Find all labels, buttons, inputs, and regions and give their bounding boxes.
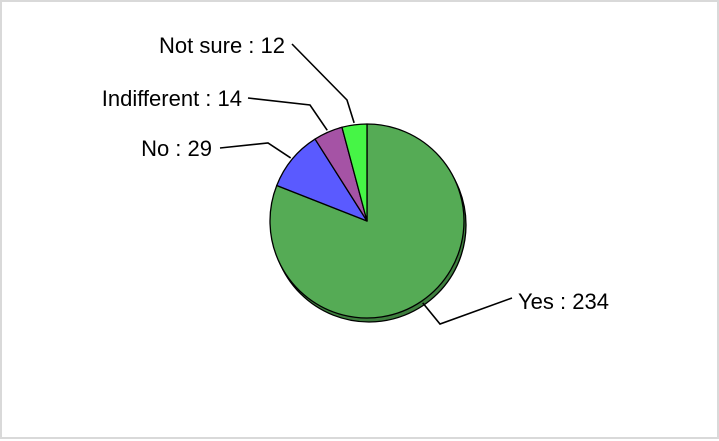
slice-label-yes: Yes : 234: [518, 289, 609, 314]
leader-line-not-sure: [292, 44, 354, 123]
slice-label-not-sure: Not sure : 12: [159, 33, 285, 58]
pie-slices: [270, 124, 464, 318]
leader-line-no: [220, 143, 291, 158]
leader-line-yes: [423, 298, 512, 324]
slice-label-no: No : 29: [141, 136, 212, 161]
slice-label-indifferent: Indifferent : 14: [102, 86, 242, 111]
leader-line-indifferent: [248, 98, 327, 130]
